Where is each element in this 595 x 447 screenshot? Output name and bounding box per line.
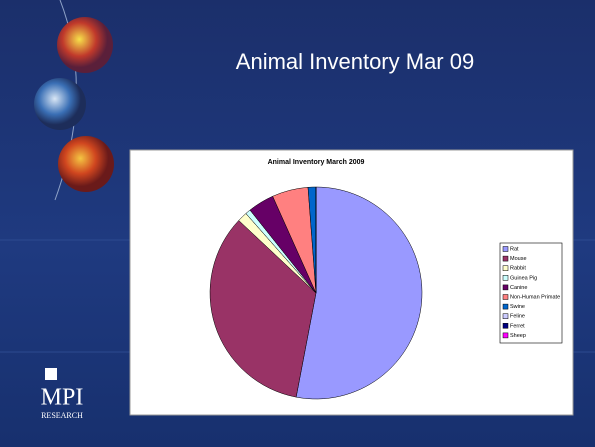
decor-image [34, 78, 86, 130]
legend-swatch [503, 314, 508, 319]
legend-swatch [503, 275, 508, 280]
logo-name: MPI [41, 385, 84, 411]
chart-title: Animal Inventory March 2009 [268, 159, 365, 166]
legend-swatch [503, 295, 508, 300]
legend-swatch [503, 333, 508, 338]
legend-swatch [503, 247, 508, 252]
legend-label: Rabbit [510, 266, 526, 272]
slide-canvas: Animal Inventory Mar 09 MPI RESEARCH Ani… [0, 0, 595, 447]
legend-label: Feline [510, 314, 525, 320]
slide-title: Animal Inventory Mar 09 [236, 49, 474, 74]
legend-label: Sheep [510, 333, 526, 339]
legend-label: Mouse [510, 256, 527, 262]
decor-image [58, 136, 114, 192]
legend-swatch [503, 323, 508, 328]
legend-label: Canine [510, 285, 527, 291]
legend-label: Non-Human Primate [510, 294, 560, 300]
legend-label: Ferret [510, 323, 525, 329]
legend-label: Guinea Pig [510, 275, 537, 281]
legend-swatch [503, 266, 508, 271]
legend-label: Rat [510, 246, 519, 252]
logo-subtitle: RESEARCH [41, 411, 83, 420]
legend-swatch [503, 285, 508, 290]
slide: Animal Inventory Mar 09 MPI RESEARCH Ani… [0, 0, 595, 447]
decor-image [57, 17, 113, 73]
logo-mark [45, 368, 57, 380]
legend-label: Swine [510, 304, 525, 310]
legend-swatch [503, 304, 508, 309]
legend-swatch [503, 256, 508, 261]
